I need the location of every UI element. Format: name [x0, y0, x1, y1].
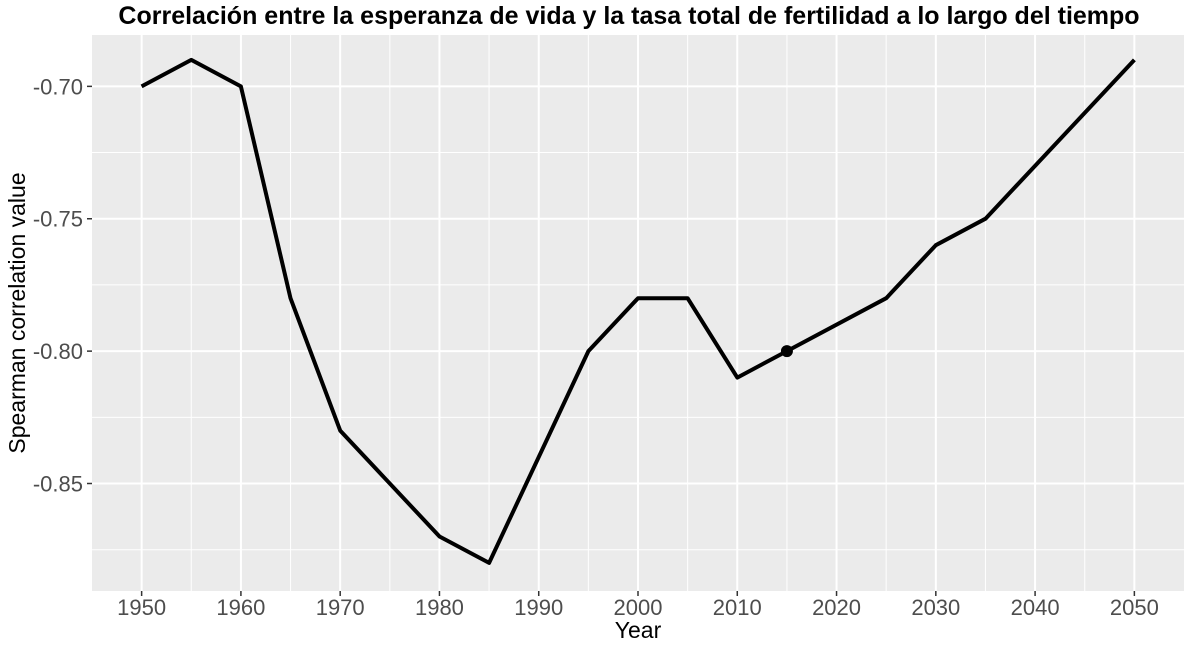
chart-title: Correlación entre la esperanza de vida y… [118, 2, 1139, 30]
series-layer [140, 57, 1136, 565]
x-tick-label: 1960 [216, 595, 265, 620]
y-tick-label: -0.75 [33, 207, 83, 232]
y-axis-ticks: -0.85 -0.80 -0.75 -0.70 [33, 74, 92, 497]
x-tick-label: 1950 [117, 595, 166, 620]
x-tick-label: 2010 [713, 595, 762, 620]
x-tick-label: 2020 [812, 595, 861, 620]
x-tick-label: 2040 [1011, 595, 1060, 620]
x-tick-label: 2030 [911, 595, 960, 620]
y-tick-label: -0.80 [33, 339, 83, 364]
x-axis-title: Year [615, 617, 662, 643]
x-tick-label: 1990 [514, 595, 563, 620]
y-tick-label: -0.85 [33, 472, 83, 497]
y-axis-title: Spearman correlation value [4, 172, 30, 453]
grid-lines [92, 35, 1184, 591]
series-line [140, 57, 1136, 565]
x-tick-label: 2050 [1110, 595, 1159, 620]
x-tick-label: 1970 [316, 595, 365, 620]
x-axis-ticks: 1950 1960 1970 1980 1990 2000 2010 2020 2030 2040… [117, 591, 1159, 620]
x-tick-label: 2000 [614, 595, 663, 620]
highlight-point [780, 345, 793, 358]
x-tick-label: 1980 [415, 595, 464, 620]
y-tick-label: -0.70 [33, 74, 83, 99]
